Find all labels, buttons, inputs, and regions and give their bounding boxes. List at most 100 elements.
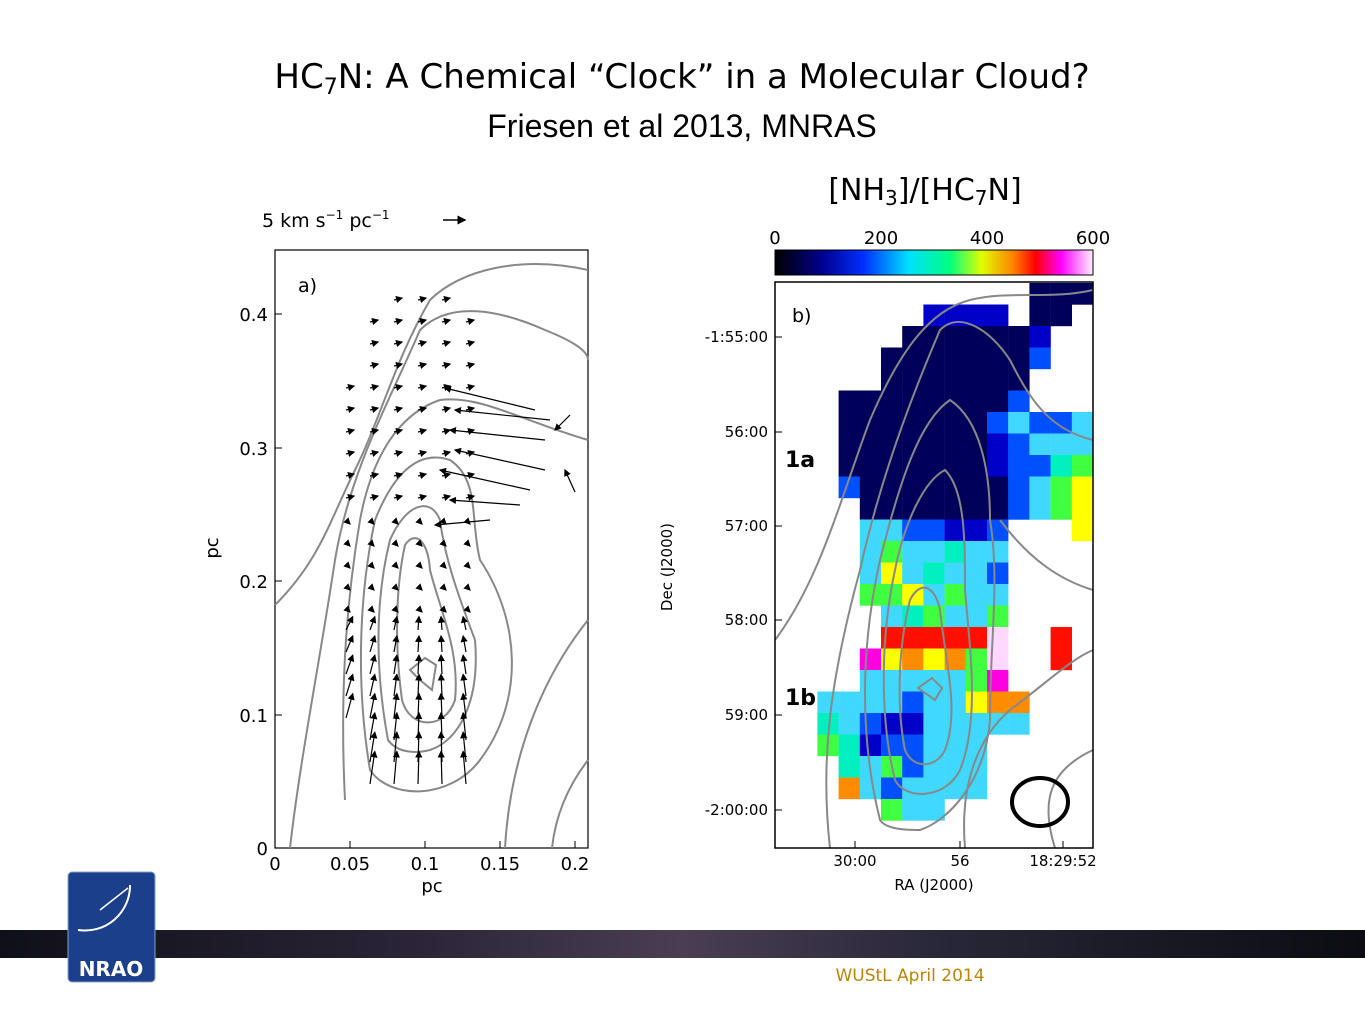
vector <box>463 583 471 591</box>
vector <box>392 615 400 631</box>
map-cell <box>923 476 945 499</box>
vector <box>465 317 476 325</box>
map-cell <box>881 476 903 499</box>
vector <box>343 583 351 591</box>
x-label: RA (J2000) <box>894 876 973 894</box>
map-cell <box>902 476 924 499</box>
map-cell <box>923 799 945 821</box>
vector <box>439 583 447 591</box>
vector <box>417 493 428 501</box>
map-cell <box>1029 476 1051 499</box>
vector <box>345 493 356 501</box>
map-cell <box>1029 347 1051 370</box>
vector <box>441 493 452 501</box>
x-tick-label: 18:29:52 <box>1029 852 1096 870</box>
x-tick-label: 30:00 <box>833 852 876 870</box>
map-cell <box>838 390 860 413</box>
vector <box>393 493 404 501</box>
vector <box>441 361 452 369</box>
vector <box>345 449 356 457</box>
map-cell <box>1050 627 1072 649</box>
map-cell <box>881 799 903 821</box>
vector <box>393 427 404 435</box>
vector <box>369 634 377 653</box>
map-cell <box>1071 519 1094 542</box>
map-cell <box>923 433 945 456</box>
map-cell <box>1008 433 1030 456</box>
map-cell <box>965 369 988 391</box>
vector <box>345 471 356 479</box>
map-cell <box>1008 713 1030 735</box>
map-cell <box>944 584 966 606</box>
colorbar-tick-label: 400 <box>970 228 1004 249</box>
map-cell <box>859 584 882 606</box>
map-cell <box>881 519 903 542</box>
map-cell <box>1071 476 1094 499</box>
map-cell <box>965 498 988 520</box>
map-cell <box>902 777 924 800</box>
vector-field <box>343 295 576 785</box>
map-cell <box>965 412 988 434</box>
vector <box>367 561 375 569</box>
map-cell <box>1008 347 1030 370</box>
vector <box>393 317 404 325</box>
vector <box>343 539 351 547</box>
map-cell <box>902 412 924 434</box>
vector <box>415 750 423 785</box>
map-cell <box>1071 455 1094 477</box>
logo <box>67 871 156 983</box>
vector <box>345 615 354 631</box>
map-cell <box>944 390 966 413</box>
map-cell <box>965 584 988 606</box>
map-cell <box>902 541 924 563</box>
colorbar-tick-label: 600 <box>1076 228 1110 249</box>
map-cell <box>987 605 1009 628</box>
vector <box>460 750 468 785</box>
vector <box>369 449 380 457</box>
map-cell <box>923 347 945 370</box>
map-cell <box>838 756 860 778</box>
beam <box>1010 776 1070 828</box>
map-cell <box>859 691 882 714</box>
vector <box>417 339 428 347</box>
vector <box>343 605 351 613</box>
vector <box>369 615 377 631</box>
vector <box>437 654 445 675</box>
map-cell <box>987 326 1009 348</box>
vector <box>393 339 404 347</box>
x-tick-label: 0.15 <box>480 854 520 875</box>
subtitle: Friesen et al 2013, MNRAS <box>487 108 877 144</box>
map-cell <box>987 562 1009 585</box>
region-label: 1b <box>785 686 816 711</box>
map-cell <box>1008 390 1030 413</box>
vector <box>391 539 399 547</box>
map-cell <box>1008 326 1030 348</box>
map-cell <box>838 433 860 456</box>
map-cell <box>987 304 1009 327</box>
map-cell <box>987 541 1009 563</box>
vector <box>415 605 423 613</box>
map-cell <box>1029 283 1051 305</box>
vector <box>441 449 452 457</box>
vector <box>554 414 571 431</box>
map-cell <box>1029 455 1051 477</box>
vector <box>345 427 356 435</box>
map-cell <box>902 347 924 370</box>
vector <box>391 517 399 525</box>
map-cell <box>944 562 966 585</box>
vector <box>439 539 447 547</box>
vector <box>345 383 356 391</box>
x-label: pc <box>421 876 442 897</box>
y-tick-label: 0.1 <box>239 706 268 727</box>
vector <box>564 468 576 493</box>
map-cell <box>902 670 924 692</box>
map-cell <box>965 670 988 692</box>
map-cell <box>1071 283 1094 305</box>
map-cell <box>902 799 924 821</box>
vector <box>460 654 468 675</box>
vector <box>392 673 400 697</box>
vector <box>415 561 423 569</box>
map-cell <box>923 627 945 649</box>
x-tick-label: 0.1 <box>411 854 440 875</box>
